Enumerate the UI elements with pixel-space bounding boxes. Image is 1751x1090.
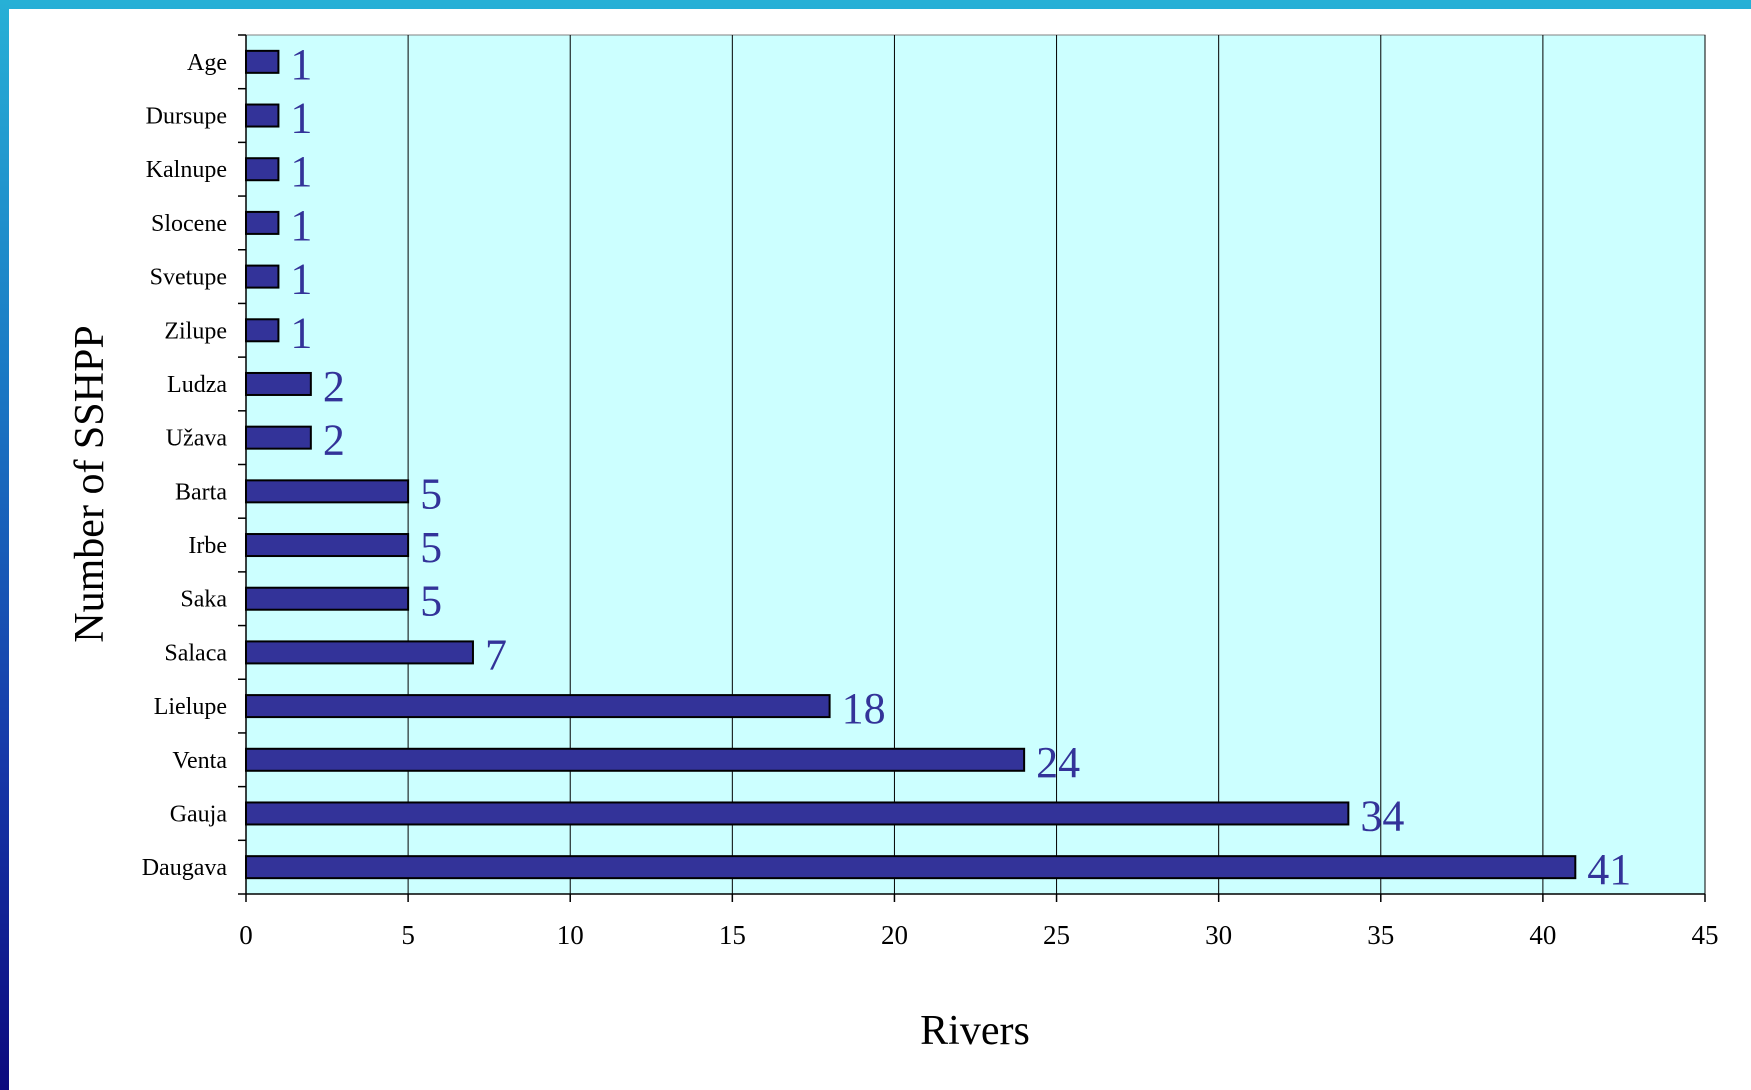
category-label: Salaca	[164, 640, 227, 666]
bar-venta	[245, 747, 1026, 772]
x-tick-label: 45	[1692, 920, 1719, 950]
data-label: 2	[323, 362, 345, 411]
category-label: Slocene	[151, 211, 227, 237]
category-label: Barta	[175, 479, 227, 505]
category-label: Užava	[166, 426, 228, 452]
x-tick-label: 0	[239, 920, 253, 950]
category-label: Kalnupe	[146, 157, 227, 183]
category-label: Gauja	[170, 801, 228, 827]
bar-gauja	[245, 801, 1350, 826]
category-label: Lielupe	[154, 694, 227, 720]
data-label: 5	[420, 469, 442, 518]
category-label: Age	[187, 50, 227, 76]
data-label: 24	[1036, 738, 1080, 787]
data-label: 41	[1587, 845, 1631, 894]
data-label: 1	[290, 255, 312, 304]
data-label: 7	[485, 630, 507, 679]
chart-panel: 0 5 10 15 20 25 30 35 40 45 Age 1 Dursupe 1 Kalnupe 1 S…	[9, 9, 1751, 1090]
category-label: Ludza	[167, 372, 227, 398]
data-label: 1	[290, 147, 312, 196]
data-label: 5	[420, 577, 442, 626]
x-tick-label: 25	[1043, 920, 1070, 950]
x-tick-label: 5	[401, 920, 415, 950]
x-tick-label: 15	[719, 920, 746, 950]
bar-saka	[245, 586, 410, 611]
data-label: 1	[290, 201, 312, 250]
bar-slocene	[245, 210, 280, 235]
category-label: Saka	[180, 587, 227, 613]
data-label: 34	[1360, 791, 1404, 840]
bar-salaca	[245, 640, 474, 665]
data-label: 1	[290, 40, 312, 89]
bar-ludza	[245, 371, 312, 396]
bar-dursupe	[245, 103, 280, 128]
category-label: Dursupe	[146, 104, 227, 130]
bar-irbe	[245, 533, 410, 558]
data-label: 1	[290, 308, 312, 357]
bar-barta	[245, 479, 410, 504]
data-label: 2	[323, 416, 345, 465]
bar-kalnupe	[245, 157, 280, 182]
x-tick-label: 30	[1205, 920, 1232, 950]
bar-svetupe	[245, 264, 280, 289]
category-label: Daugava	[142, 855, 228, 881]
category-label: Venta	[172, 748, 227, 774]
y-axis-title: Number of SSHPP	[67, 325, 113, 642]
category-label: Zilupe	[164, 318, 227, 344]
x-axis-title: Rivers	[920, 1008, 1030, 1054]
bar-age	[245, 49, 280, 74]
bar-užava	[245, 425, 312, 450]
x-tick-label: 10	[557, 920, 584, 950]
x-tick-label: 20	[881, 920, 908, 950]
data-label: 1	[290, 94, 312, 143]
category-label: Irbe	[188, 533, 227, 559]
bar-zilupe	[245, 318, 280, 343]
category-label: Svetupe	[150, 265, 227, 291]
x-tick-label: 35	[1367, 920, 1394, 950]
data-label: 18	[842, 684, 886, 733]
bar-daugava	[245, 855, 1577, 880]
x-tick-label: 40	[1529, 920, 1556, 950]
data-label: 5	[420, 523, 442, 572]
bar-lielupe	[245, 694, 831, 719]
